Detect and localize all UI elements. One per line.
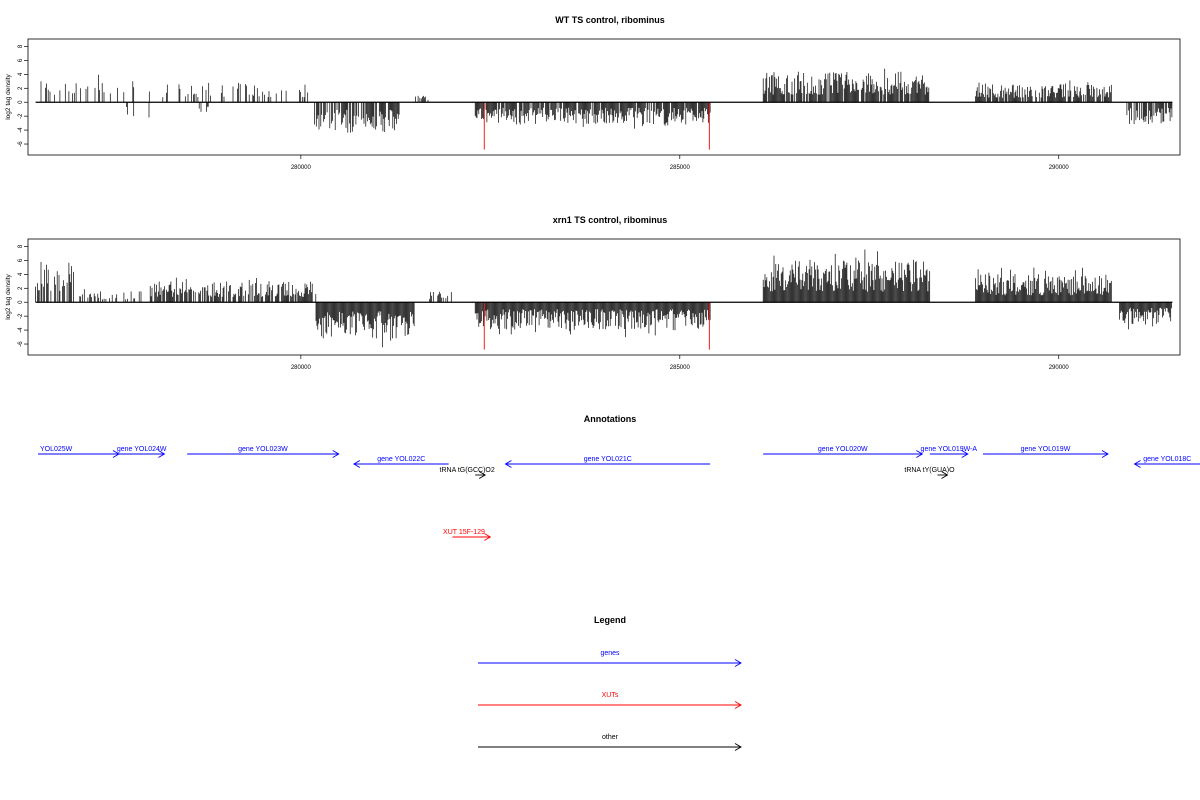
annotation-arrow-head <box>504 460 512 468</box>
x-tick-label: 285000 <box>670 165 691 171</box>
y-tick-label: 2 <box>18 86 24 90</box>
annotation-arrow-head <box>484 533 492 541</box>
legend-label: XUTs <box>602 692 619 699</box>
annotation-arrow-head <box>1133 460 1141 468</box>
annotation-label: YOL025W <box>40 446 73 453</box>
annotation-label: XUT 15F-129 <box>443 529 485 536</box>
x-tick-label: 285000 <box>670 365 691 371</box>
y-tick-label: -6 <box>18 341 24 347</box>
y-tick-label: 0 <box>18 300 24 304</box>
annotation-arrow-head <box>916 450 924 458</box>
legend-items: genes XUTs other <box>478 650 742 751</box>
panel-wt-yaxis: -6 -4 -2 0 2 4 6 8 <box>18 44 28 147</box>
annotation-label: gene YOL019W <box>1021 446 1071 453</box>
annotation-arrow-head <box>961 450 969 458</box>
y-tick-label: 6 <box>18 58 24 62</box>
y-tick-label: 8 <box>18 44 24 48</box>
y-tick-label: 4 <box>18 72 24 76</box>
panel-wt-ylabel: log2 tag density <box>5 73 12 119</box>
annotation-label: gene YOL018C <box>1143 456 1191 463</box>
annotation-label: gene YOL020W <box>818 446 868 453</box>
y-tick-label: 2 <box>18 286 24 290</box>
annotation-arrow-head <box>353 460 361 468</box>
y-tick-label: -2 <box>18 113 24 119</box>
panel-wt-xaxis: 280000 285000 290000 <box>291 155 1070 171</box>
legend-arrow-head <box>734 743 742 751</box>
legend-label: genes <box>600 650 620 657</box>
panel-xrn1-frame <box>27 238 1181 356</box>
y-tick-label: -6 <box>18 141 24 147</box>
annotation-arrow-head <box>1101 450 1109 458</box>
annotation-label: gene YOL019W-A <box>921 446 978 453</box>
x-tick-label: 280000 <box>291 365 312 371</box>
annotation-label: gene YOL021C <box>584 456 632 463</box>
annotation-arrow-head <box>478 471 487 479</box>
y-tick-label: -4 <box>18 327 24 333</box>
x-tick-label: 290000 <box>1049 365 1070 371</box>
y-tick-label: 0 <box>18 100 24 104</box>
annotation-label: gene YOL023W <box>238 446 288 453</box>
annotation-items: YOL025W gene YOL024W gene YOL023W gene YOL0… <box>38 446 1200 541</box>
annotation-arrow-head <box>941 471 949 479</box>
panel-wt-frame <box>27 38 1181 156</box>
y-tick-label: 8 <box>18 244 24 248</box>
panel-wt-red-markers <box>483 102 710 150</box>
y-tick-label: -2 <box>18 313 24 319</box>
annotation-label: tRNA tG(GCC)O2 <box>440 467 495 474</box>
legend-label: other <box>602 734 619 741</box>
panel-xrn1-red-markers <box>483 302 710 350</box>
legend-arrow-head <box>734 701 742 709</box>
panel-wt-bars <box>40 68 1173 133</box>
panel-wt-title: WT TS control, ribominus <box>555 15 665 25</box>
x-tick-label: 280000 <box>291 165 312 171</box>
annotations-title: Annotations <box>584 414 637 424</box>
y-tick-label: 6 <box>18 258 24 262</box>
x-tick-label: 290000 <box>1049 165 1070 171</box>
legend-arrow-head <box>734 659 742 667</box>
annotation-label: gene YOL022C <box>377 456 425 463</box>
panel-xrn1-yaxis: -6 -4 -2 0 2 4 6 8 <box>18 244 28 347</box>
annotation-label: gene YOL024W <box>117 446 167 453</box>
legend-title: Legend <box>594 615 626 625</box>
panel-xrn1-xaxis: 280000 285000 290000 <box>291 355 1070 371</box>
legend: Legend genes XUTs other <box>478 615 742 751</box>
panel-xrn1-ylabel: log2 tag density <box>5 273 12 319</box>
annotations: Annotations YOL025W gene YOL024W gene YOL0… <box>38 414 1200 541</box>
panel-xrn1: xrn1 TS control, ribominus log2 tag dens… <box>5 215 1181 371</box>
annotation-arrow-head <box>332 450 340 458</box>
panel-xrn1-bars <box>35 249 1172 348</box>
annotation-label: tRNA tY(GUA)O <box>904 467 955 474</box>
panel-xrn1-title: xrn1 TS control, ribominus <box>553 215 668 225</box>
annotation-arrow-head <box>158 450 166 458</box>
panel-wt: WT TS control, ribominus log2 tag densit… <box>5 15 1181 171</box>
y-tick-label: 4 <box>18 272 24 276</box>
y-tick-label: -4 <box>18 127 24 133</box>
